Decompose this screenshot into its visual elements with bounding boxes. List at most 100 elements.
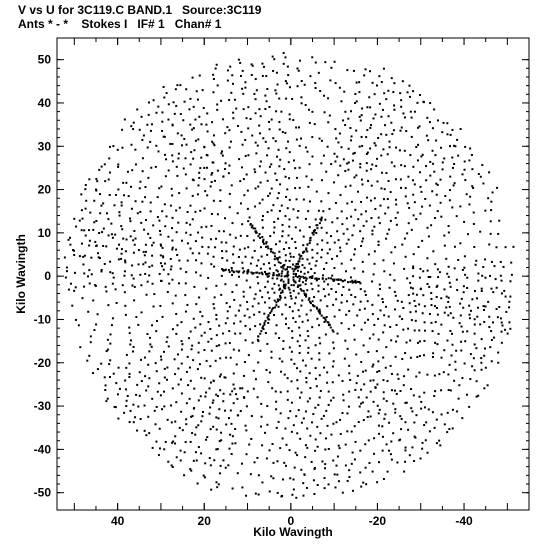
uv-point	[335, 421, 338, 424]
uv-point	[194, 139, 197, 142]
uv-point	[239, 387, 242, 390]
uv-point	[428, 204, 431, 207]
uv-point	[500, 317, 503, 320]
uv-point	[184, 173, 187, 176]
uv-point	[138, 394, 141, 397]
uv-point	[314, 377, 317, 380]
uv-point	[198, 115, 201, 118]
uv-point	[508, 300, 511, 303]
uv-point	[458, 384, 461, 387]
uv-point	[231, 74, 234, 77]
uv-point	[275, 301, 278, 304]
uv-point	[323, 320, 326, 323]
uv-point	[229, 233, 232, 236]
uv-point	[155, 111, 158, 114]
uv-point	[308, 397, 311, 400]
uv-point	[63, 256, 66, 259]
uv-point	[420, 155, 423, 158]
uv-point	[267, 275, 270, 278]
uv-point	[103, 376, 106, 379]
uv-point	[183, 474, 186, 477]
uv-point	[241, 261, 244, 264]
uv-point	[256, 396, 259, 399]
uv-point	[109, 333, 112, 336]
uv-point	[130, 185, 133, 188]
uv-point	[238, 349, 241, 352]
uv-point	[131, 169, 134, 172]
uv-point	[125, 388, 128, 391]
uv-point	[480, 290, 483, 293]
uv-point	[215, 313, 218, 316]
uv-point	[445, 306, 448, 309]
uv-point	[198, 176, 201, 179]
uv-point	[235, 393, 238, 396]
uv-point	[182, 167, 185, 170]
uv-point	[430, 224, 433, 227]
uv-point	[305, 376, 308, 379]
uv-point	[272, 307, 275, 310]
uv-point	[335, 291, 338, 294]
uv-point	[194, 240, 197, 243]
uv-point	[304, 364, 307, 367]
uv-point	[292, 263, 294, 266]
uv-point	[266, 423, 269, 426]
uv-point	[366, 416, 369, 419]
uv-point	[212, 425, 215, 428]
uv-point	[143, 404, 146, 407]
uv-point	[128, 372, 131, 375]
uv-point	[334, 201, 337, 204]
uv-point	[253, 297, 256, 300]
uv-point	[389, 219, 392, 222]
uv-point	[125, 238, 128, 241]
uv-point	[483, 309, 486, 311]
uv-point	[254, 171, 257, 174]
uv-point	[148, 265, 151, 268]
uv-point	[148, 274, 151, 277]
uv-point	[361, 144, 364, 147]
uv-point	[377, 240, 380, 243]
uv-point	[469, 147, 472, 150]
uv-point	[412, 193, 415, 196]
uv-point	[284, 283, 287, 286]
uv-point	[191, 432, 194, 435]
uv-point	[351, 279, 354, 282]
uv-point	[276, 155, 279, 158]
uv-point	[230, 184, 233, 187]
uv-point	[337, 141, 340, 144]
uv-point	[400, 300, 403, 303]
uv-point	[128, 362, 131, 365]
uv-point	[436, 284, 439, 287]
uv-point	[340, 210, 343, 213]
uv-point	[332, 360, 335, 363]
uv-point	[333, 181, 336, 184]
uv-point	[268, 371, 271, 374]
uv-point	[144, 250, 147, 253]
uv-point	[509, 327, 512, 330]
uv-point	[270, 163, 273, 166]
uv-point	[121, 128, 124, 131]
uv-point	[314, 218, 317, 221]
uv-point	[394, 178, 397, 181]
uv-point	[448, 199, 451, 202]
uv-point	[275, 324, 278, 327]
uv-point	[366, 129, 369, 132]
uv-point	[326, 371, 329, 374]
uv-point	[306, 243, 309, 246]
uv-point	[117, 258, 120, 261]
uv-point	[373, 225, 376, 228]
uv-point	[212, 380, 215, 383]
uv-point	[294, 451, 297, 454]
uv-point	[298, 315, 301, 318]
uv-point	[277, 217, 280, 220]
uv-point	[302, 482, 305, 485]
uv-point	[435, 295, 438, 298]
uv-point	[497, 232, 500, 235]
uv-point	[386, 470, 389, 473]
uv-point	[151, 254, 154, 257]
uv-point	[95, 189, 98, 192]
uv-point	[299, 370, 302, 373]
uv-point	[228, 342, 231, 345]
uv-point	[304, 294, 307, 297]
uv-point	[292, 278, 295, 281]
uv-point	[253, 249, 256, 252]
